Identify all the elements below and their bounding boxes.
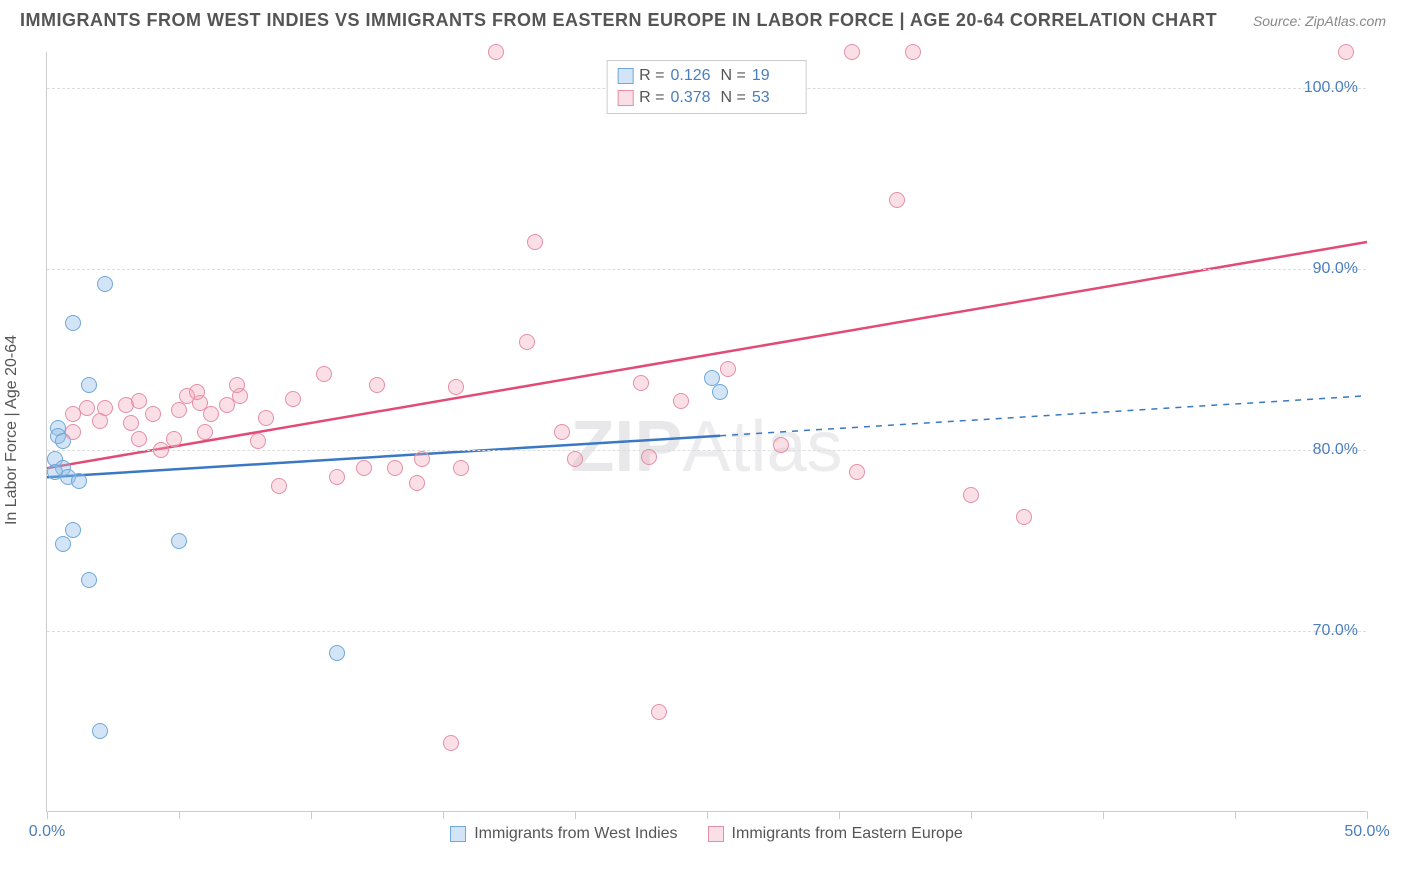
- x-tick: [311, 811, 312, 819]
- x-tick: [47, 811, 48, 819]
- chart-title: IMMIGRANTS FROM WEST INDIES VS IMMIGRANT…: [20, 10, 1217, 31]
- data-point-eastern_europe: [1016, 509, 1032, 525]
- regression-line-eastern_europe: [47, 242, 1367, 468]
- data-point-eastern_europe: [153, 442, 169, 458]
- legend-item-west-indies: Immigrants from West Indies: [450, 825, 677, 843]
- data-point-eastern_europe: [849, 464, 865, 480]
- data-point-eastern_europe: [229, 377, 245, 393]
- x-tick-label: 0.0%: [29, 823, 65, 841]
- data-point-eastern_europe: [189, 384, 205, 400]
- x-tick: [971, 811, 972, 819]
- data-point-eastern_europe: [65, 424, 81, 440]
- regression-line-extrapolated-west_indies: [720, 396, 1367, 436]
- data-point-west_indies: [65, 315, 81, 331]
- data-point-eastern_europe: [250, 433, 266, 449]
- data-point-eastern_europe: [567, 451, 583, 467]
- data-point-eastern_europe: [448, 379, 464, 395]
- data-point-eastern_europe: [258, 410, 274, 426]
- source-attribution: Source: ZipAtlas.com: [1253, 13, 1386, 29]
- scatter-chart: ZIPAtlas R = 0.126 N = 19 R = 0.378 N = …: [46, 52, 1366, 812]
- data-point-eastern_europe: [453, 460, 469, 476]
- data-point-eastern_europe: [131, 393, 147, 409]
- data-point-eastern_europe: [329, 469, 345, 485]
- y-axis-label: In Labor Force | Age 20-64: [3, 335, 21, 525]
- data-point-eastern_europe: [166, 431, 182, 447]
- data-point-eastern_europe: [123, 415, 139, 431]
- data-point-eastern_europe: [369, 377, 385, 393]
- data-point-west_indies: [329, 645, 345, 661]
- gridline: [47, 631, 1366, 632]
- data-point-west_indies: [71, 473, 87, 489]
- data-point-eastern_europe: [651, 704, 667, 720]
- data-point-west_indies: [712, 384, 728, 400]
- data-point-eastern_europe: [905, 44, 921, 60]
- data-point-eastern_europe: [131, 431, 147, 447]
- data-point-eastern_europe: [844, 44, 860, 60]
- x-tick: [707, 811, 708, 819]
- data-point-west_indies: [171, 533, 187, 549]
- data-point-eastern_europe: [963, 487, 979, 503]
- gridline: [47, 450, 1366, 451]
- data-point-eastern_europe: [203, 406, 219, 422]
- data-point-eastern_europe: [633, 375, 649, 391]
- legend-swatch-west-indies: [450, 826, 466, 842]
- y-tick-label: 80.0%: [1313, 441, 1358, 459]
- data-point-west_indies: [92, 723, 108, 739]
- y-tick-label: 100.0%: [1304, 79, 1358, 97]
- stats-row-eastern-europe: R = 0.378 N = 53: [617, 87, 796, 109]
- data-point-eastern_europe: [720, 361, 736, 377]
- x-tick: [575, 811, 576, 819]
- x-tick: [1235, 811, 1236, 819]
- data-point-eastern_europe: [79, 400, 95, 416]
- data-point-eastern_europe: [488, 44, 504, 60]
- x-tick: [839, 811, 840, 819]
- x-tick-label: 50.0%: [1344, 823, 1389, 841]
- swatch-eastern-europe: [617, 90, 633, 106]
- data-point-eastern_europe: [285, 391, 301, 407]
- data-point-eastern_europe: [673, 393, 689, 409]
- plot-svg: [47, 52, 1366, 811]
- regression-line-west_indies: [47, 436, 720, 478]
- y-tick-label: 90.0%: [1313, 260, 1358, 278]
- stats-row-west-indies: R = 0.126 N = 19: [617, 65, 796, 87]
- data-point-west_indies: [704, 370, 720, 386]
- data-point-eastern_europe: [356, 460, 372, 476]
- legend-swatch-eastern-europe: [708, 826, 724, 842]
- data-point-eastern_europe: [527, 234, 543, 250]
- data-point-eastern_europe: [443, 735, 459, 751]
- data-point-eastern_europe: [773, 437, 789, 453]
- stats-legend: R = 0.126 N = 19 R = 0.378 N = 53: [606, 60, 807, 114]
- data-point-west_indies: [81, 572, 97, 588]
- data-point-west_indies: [65, 522, 81, 538]
- x-tick: [443, 811, 444, 819]
- data-point-eastern_europe: [271, 478, 287, 494]
- data-point-eastern_europe: [1338, 44, 1354, 60]
- data-point-west_indies: [97, 276, 113, 292]
- data-point-eastern_europe: [316, 366, 332, 382]
- data-point-eastern_europe: [387, 460, 403, 476]
- data-point-eastern_europe: [409, 475, 425, 491]
- legend-label: Immigrants from West Indies: [474, 825, 677, 843]
- data-point-west_indies: [81, 377, 97, 393]
- data-point-eastern_europe: [197, 424, 213, 440]
- data-point-eastern_europe: [414, 451, 430, 467]
- x-tick: [1103, 811, 1104, 819]
- data-point-eastern_europe: [554, 424, 570, 440]
- data-point-west_indies: [55, 536, 71, 552]
- data-point-eastern_europe: [92, 413, 108, 429]
- swatch-west-indies: [617, 68, 633, 84]
- data-point-eastern_europe: [519, 334, 535, 350]
- series-legend: Immigrants from West Indies Immigrants f…: [47, 825, 1366, 843]
- legend-label: Immigrants from Eastern Europe: [732, 825, 963, 843]
- data-point-eastern_europe: [145, 406, 161, 422]
- data-point-eastern_europe: [889, 192, 905, 208]
- legend-item-eastern-europe: Immigrants from Eastern Europe: [708, 825, 963, 843]
- gridline: [47, 269, 1366, 270]
- data-point-eastern_europe: [171, 402, 187, 418]
- x-tick: [179, 811, 180, 819]
- y-tick-label: 70.0%: [1313, 622, 1358, 640]
- data-point-eastern_europe: [641, 449, 657, 465]
- x-tick: [1367, 811, 1368, 819]
